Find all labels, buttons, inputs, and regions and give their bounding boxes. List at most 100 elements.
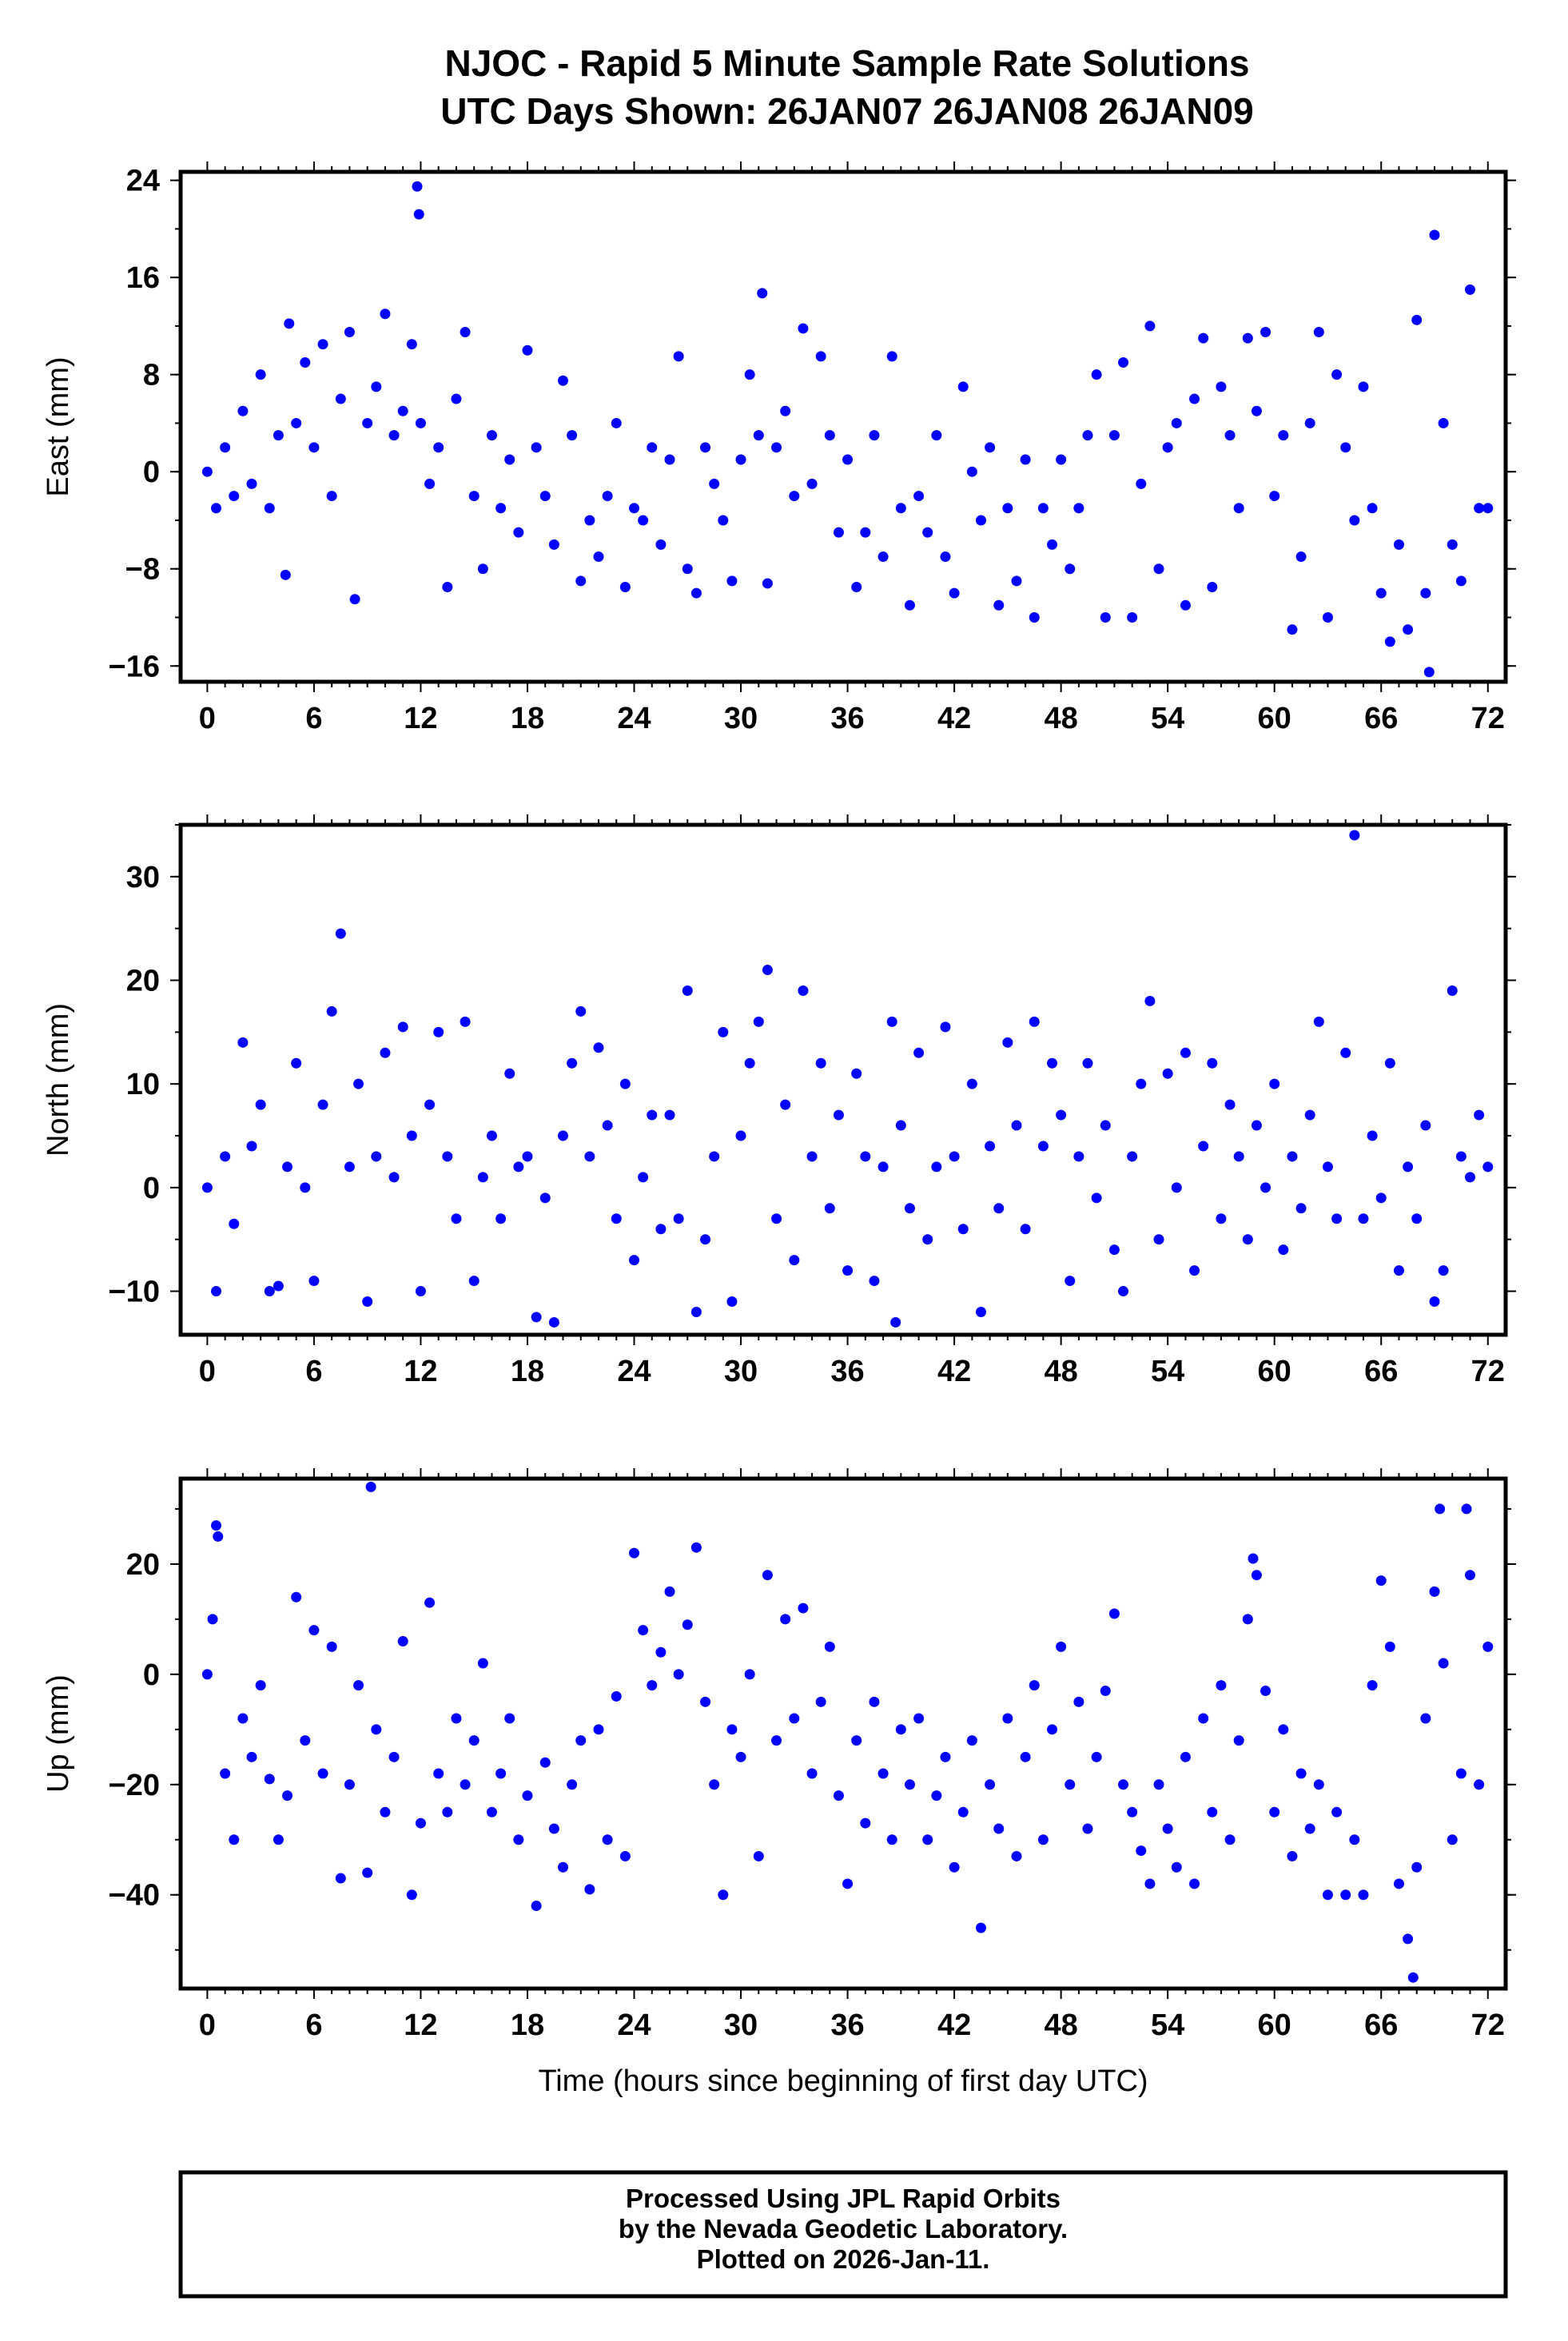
data-points	[201, 830, 1494, 1328]
data-point	[1438, 1265, 1449, 1276]
data-point	[1313, 1016, 1324, 1027]
data-point	[557, 375, 568, 386]
data-point	[1251, 405, 1262, 416]
data-point	[335, 393, 346, 404]
data-point	[1384, 1641, 1395, 1652]
data-point	[789, 1713, 800, 1724]
data-point	[904, 599, 915, 611]
chart-title-line-2: UTC Days Shown: 26JAN07 26JAN08 26JAN09	[440, 90, 1254, 132]
data-point	[1464, 1570, 1475, 1581]
data-point	[415, 1286, 426, 1297]
data-point	[638, 1172, 649, 1183]
data-point	[362, 1867, 373, 1878]
data-point	[220, 1768, 231, 1779]
data-point	[949, 587, 960, 599]
data-point	[229, 491, 240, 502]
data-point	[1224, 430, 1236, 441]
x-tick-label: 36	[830, 1355, 864, 1388]
x-tick-label: 0	[199, 1355, 216, 1388]
x-tick-label: 36	[830, 2009, 864, 2042]
data-point	[904, 1203, 915, 1214]
data-point	[468, 1276, 480, 1287]
data-point	[611, 417, 622, 428]
x-tick-label: 36	[830, 702, 864, 735]
data-point	[949, 1151, 960, 1162]
x-tick-label: 12	[404, 2009, 437, 2042]
data-point	[1065, 1779, 1076, 1790]
data-point	[718, 515, 729, 526]
data-point	[700, 1234, 711, 1245]
data-point	[388, 1172, 400, 1183]
data-point	[246, 1141, 257, 1152]
data-point	[690, 1306, 702, 1317]
data-point	[931, 1790, 942, 1802]
data-point	[1046, 539, 1057, 550]
data-point	[365, 1481, 376, 1492]
panels: 0 6 12 18 24 30 36 42 48 54 60 66 72−16−8081624East …	[42, 161, 1516, 2098]
data-point	[1198, 1141, 1209, 1152]
data-point	[718, 1026, 729, 1037]
data-point	[1011, 1850, 1022, 1861]
data-point	[1056, 454, 1067, 465]
x-tick-label: 30	[724, 702, 758, 735]
data-point	[220, 442, 231, 453]
data-point	[567, 1057, 578, 1069]
data-point	[798, 1602, 809, 1614]
data-point	[940, 1021, 951, 1033]
x-tick-label: 66	[1364, 702, 1398, 735]
data-point	[619, 582, 631, 593]
data-point	[1082, 430, 1093, 441]
data-point	[584, 1884, 595, 1895]
data-point	[851, 1068, 862, 1079]
data-point	[602, 1834, 613, 1845]
data-point	[548, 1823, 559, 1834]
data-point	[1127, 1151, 1138, 1162]
data-point	[371, 1724, 382, 1735]
data-point	[1073, 503, 1084, 514]
y-tick-label: 0	[143, 456, 160, 489]
data-point	[824, 1641, 835, 1652]
y-tick-label: −16	[109, 650, 160, 683]
data-point	[1056, 1641, 1067, 1652]
data-point	[975, 1306, 986, 1317]
data-point	[264, 1774, 275, 1785]
data-point	[1447, 1834, 1458, 1845]
data-point	[1322, 611, 1333, 623]
data-point	[771, 1213, 782, 1224]
data-point	[922, 527, 933, 538]
data-point	[531, 1901, 542, 1912]
data-point	[406, 339, 417, 350]
data-point	[1029, 1016, 1040, 1027]
x-tick-label: 18	[511, 1355, 544, 1388]
footer-box: Processed Using JPL Rapid Orbits by the …	[178, 2170, 1508, 2299]
data-point	[468, 491, 480, 502]
data-point	[1100, 1120, 1111, 1131]
data-point	[1162, 1068, 1173, 1079]
data-point	[780, 405, 791, 416]
data-point	[504, 1068, 515, 1079]
data-point	[1295, 551, 1307, 563]
x-tick-label: 24	[617, 2009, 651, 2042]
data-point	[300, 356, 311, 368]
data-points	[201, 1481, 1494, 1983]
data-point	[237, 1713, 249, 1724]
data-point	[362, 417, 373, 428]
data-point	[886, 351, 897, 362]
x-tick-label: 18	[511, 702, 544, 735]
data-point	[397, 1021, 408, 1033]
data-point	[575, 1735, 587, 1746]
data-point	[1411, 1213, 1423, 1224]
data-point	[246, 1751, 257, 1762]
data-point	[308, 1276, 320, 1287]
data-point	[282, 1161, 293, 1172]
data-point	[291, 417, 302, 428]
data-point	[504, 1713, 515, 1724]
data-point	[1403, 624, 1414, 635]
data-point	[886, 1016, 897, 1027]
data-point	[966, 466, 977, 477]
data-point	[424, 1597, 436, 1608]
data-point	[1313, 1779, 1324, 1790]
data-point	[1322, 1161, 1333, 1172]
data-point	[744, 1669, 755, 1680]
data-point	[1011, 1120, 1022, 1131]
